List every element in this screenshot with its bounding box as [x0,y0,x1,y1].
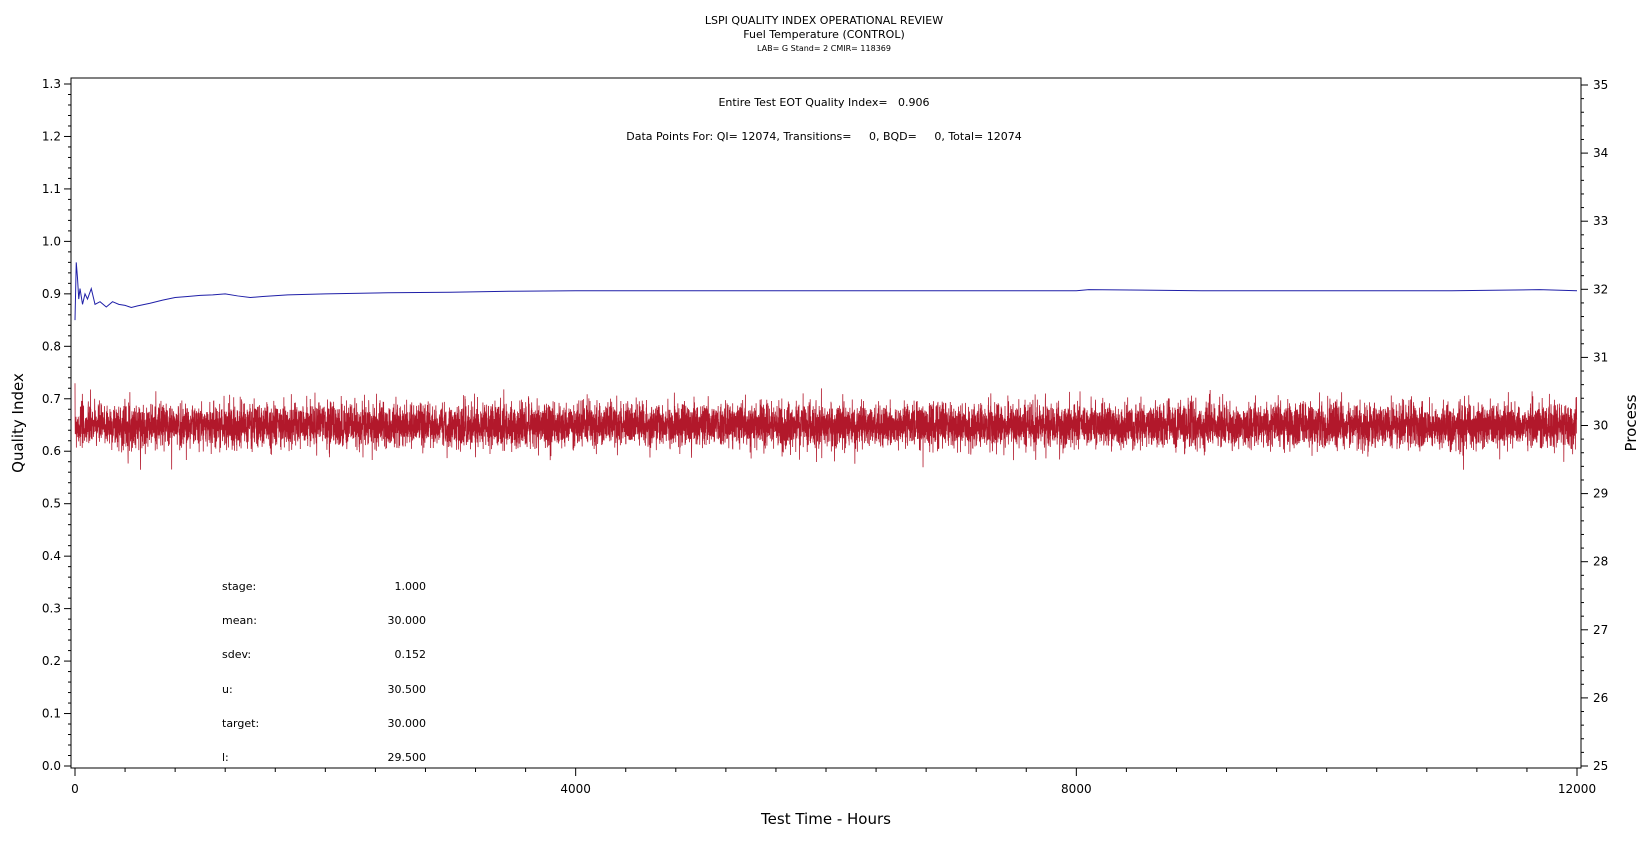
stats-block: stage: 1.000 mean: 30.000 sdev: 0.152 u:… [222,580,426,764]
y-tick-label: 1.2 [42,129,61,143]
left-axis: 0.0 0.1 0.2 0.3 0.4 0.5 0.6 0.7 0.8 0.9 1.0 1.1 1.2 1… [42,77,71,773]
y2-tick-label: 33 [1593,214,1608,228]
y2-tick-label: 31 [1593,350,1608,364]
y2-tick-label: 26 [1593,691,1608,705]
chart-subtitle: Fuel Temperature (CONTROL) [743,28,905,41]
y-tick-label: 1.3 [42,77,61,91]
stat-value-sdev: 0.152 [395,648,427,661]
chart-title: LSPI QUALITY INDEX OPERATIONAL REVIEW [705,14,943,27]
y2-tick-label: 35 [1593,78,1608,92]
y-tick-label: 0.1 [42,707,61,721]
y2-axis-title: Process [1622,394,1640,451]
series-process-line [74,383,1578,470]
y-tick-label: 0.3 [42,602,61,616]
annotation-data-points: Data Points For: QI= 12074, Transitions=… [626,130,1021,143]
stat-label-sdev: sdev: [222,648,251,661]
stat-value-target: 30.000 [388,717,427,730]
chart-subtitle-2: LAB= G Stand= 2 CMIR= 118369 [757,44,891,53]
y2-tick-label: 32 [1593,282,1608,296]
stat-label-mean: mean: [222,614,257,627]
stat-value-mean: 30.000 [388,614,427,627]
stat-label-l: l: [222,751,229,764]
stat-value-l: 29.500 [388,751,427,764]
y-tick-label: 0.2 [42,654,61,668]
x-tick-label: 8000 [1061,782,1092,796]
y-tick-label: 0.0 [42,759,61,773]
y-axis-title: Quality Index [9,373,27,473]
y2-tick-label: 27 [1593,623,1608,637]
y-tick-label: 1.0 [42,234,61,248]
right-axis: 25 26 27 28 29 30 31 32 33 34 35 [1581,78,1608,773]
y-tick-label: 1.1 [42,182,61,196]
y2-tick-label: 34 [1593,146,1608,160]
y2-tick-label: 30 [1593,419,1608,433]
annotation-eot-quality-index: Entire Test EOT Quality Index= 0.906 [718,96,929,109]
x-tick-label: 12000 [1558,782,1596,796]
stat-value-stage: 1.000 [395,580,427,593]
y-tick-label: 0.4 [42,549,61,563]
y2-tick-label: 29 [1593,487,1608,501]
y-tick-label: 0.8 [42,339,61,353]
bottom-axis: 0 4000 8000 12000 [71,768,1596,796]
y-tick-label: 0.6 [42,444,61,458]
x-tick-label: 0 [71,782,79,796]
stat-label-stage: stage: [222,580,256,593]
y-tick-label: 0.9 [42,287,61,301]
y2-tick-label: 25 [1593,759,1608,773]
y-tick-label: 0.5 [42,497,61,511]
stat-label-target: target: [222,717,259,730]
y-tick-label: 0.7 [42,392,61,406]
x-axis-title: Test Time - Hours [760,810,891,828]
x-tick-label: 4000 [560,782,591,796]
y2-tick-label: 28 [1593,555,1608,569]
series-process [74,383,1578,470]
stat-label-u: u: [222,683,233,696]
series-quality-index-line [74,262,1578,321]
stat-value-u: 30.500 [388,683,427,696]
